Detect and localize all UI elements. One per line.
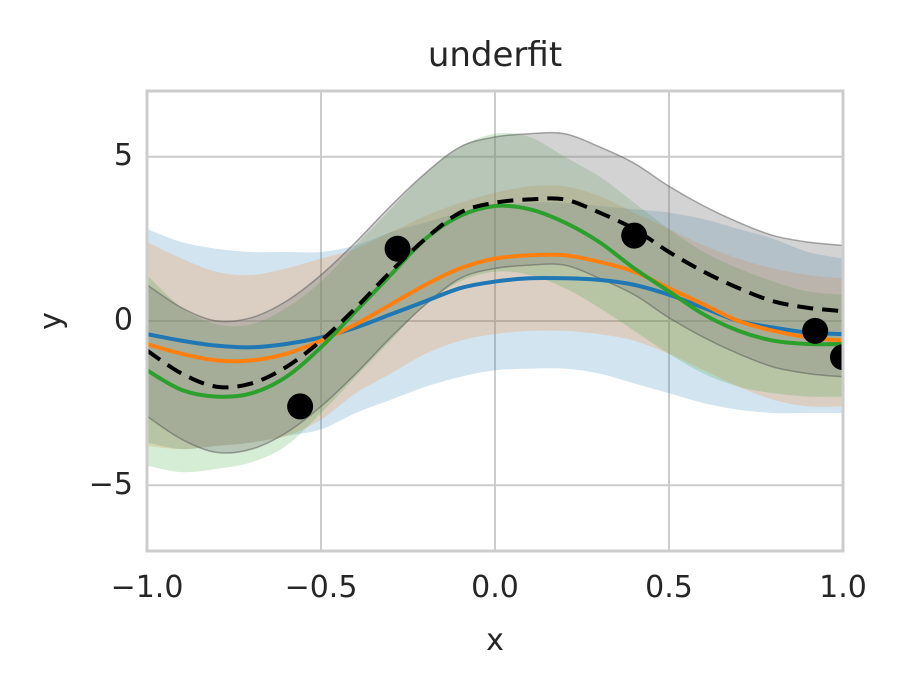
plot-area: −1.0 −0.5 0.0 0.5 1.0 −5 0 5 — [89, 89, 867, 605]
series-0-line — [147, 196, 843, 390]
y-tick-label: −5 — [89, 467, 133, 502]
x-tick-label: 0.5 — [645, 570, 693, 605]
x-axis-label: x — [486, 623, 504, 658]
x-tick-label: 0.0 — [471, 570, 519, 605]
x-tick-label: −0.5 — [285, 570, 358, 605]
series-2-line — [147, 252, 843, 364]
chart-title: underfit — [428, 35, 562, 75]
y-tick-label: 0 — [114, 303, 133, 338]
x-tick-label: 1.0 — [819, 570, 867, 605]
x-tick-label: −1.0 — [111, 570, 184, 605]
series-0-band — [147, 131, 843, 454]
data-point — [287, 393, 314, 420]
data-point — [621, 222, 648, 249]
series-1-band — [147, 202, 843, 450]
series-3-line — [147, 203, 843, 399]
series-3-band — [147, 132, 843, 473]
data-point — [384, 235, 411, 262]
plot-frame — [145, 89, 845, 553]
y-tick-label: 5 — [114, 138, 133, 173]
y-axis-label: y — [34, 312, 69, 330]
data-point — [830, 344, 843, 371]
plot-content — [147, 131, 843, 473]
data-point — [802, 317, 829, 344]
